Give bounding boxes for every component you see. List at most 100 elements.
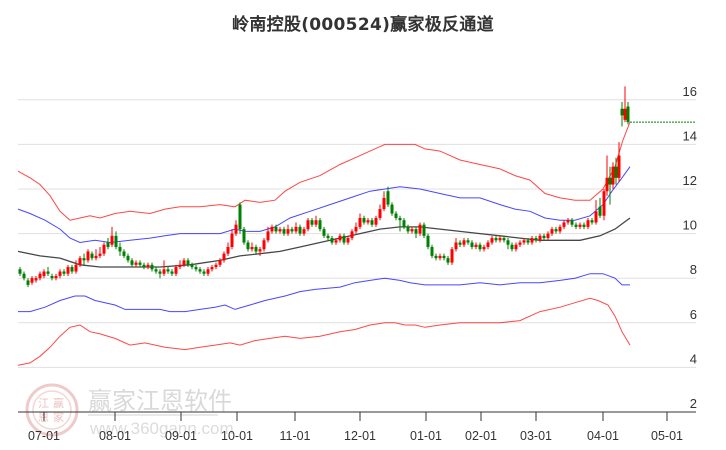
svg-text:赢: 赢 bbox=[53, 396, 64, 410]
candle-up bbox=[550, 229, 554, 234]
candle-up bbox=[382, 197, 386, 210]
candle-down bbox=[406, 226, 410, 232]
candle-down bbox=[342, 235, 346, 243]
candle-up bbox=[162, 269, 166, 274]
candle-up bbox=[286, 229, 290, 234]
candle-up bbox=[530, 238, 534, 243]
candle-up bbox=[262, 240, 266, 250]
x-tick-label: 08-01 bbox=[99, 429, 131, 443]
lower-outer-band bbox=[17, 297, 631, 366]
x-tick-label: 03-01 bbox=[520, 429, 552, 443]
candle-down bbox=[138, 262, 142, 265]
candle-down bbox=[574, 224, 578, 227]
candle-down bbox=[446, 258, 450, 263]
candle-up bbox=[538, 235, 542, 241]
candle-up bbox=[214, 264, 218, 268]
candles bbox=[18, 86, 630, 288]
candle-down bbox=[202, 271, 206, 274]
candle-up bbox=[178, 264, 182, 268]
candle-up bbox=[226, 246, 230, 254]
candle-up bbox=[270, 226, 274, 232]
candle-down bbox=[142, 264, 146, 268]
candle-down bbox=[114, 235, 118, 247]
candle-down bbox=[238, 204, 242, 230]
candle-down bbox=[426, 235, 430, 247]
candle-down bbox=[386, 191, 390, 205]
candle-down bbox=[458, 242, 462, 245]
candle-up bbox=[86, 251, 90, 261]
candle-up bbox=[66, 267, 70, 274]
watermark-url: www.360gann.com bbox=[89, 419, 234, 438]
candle-up bbox=[586, 220, 590, 227]
candle-up bbox=[134, 262, 138, 265]
candle-down bbox=[598, 206, 602, 216]
channel-bands bbox=[17, 121, 631, 366]
candle-up bbox=[74, 264, 78, 272]
candle-down bbox=[70, 267, 74, 272]
candle-down bbox=[494, 238, 498, 241]
candle-down bbox=[194, 267, 198, 270]
x-tick-label: 01-01 bbox=[410, 429, 442, 443]
candle-up bbox=[58, 271, 62, 276]
candle-down bbox=[318, 220, 322, 230]
candle-up bbox=[78, 258, 82, 265]
candle-down bbox=[242, 229, 246, 243]
y-tick-label: 14 bbox=[683, 128, 697, 143]
candle-up bbox=[474, 244, 478, 247]
lower-inner-band bbox=[18, 273, 630, 313]
candle-up bbox=[222, 253, 226, 261]
candle-up bbox=[34, 278, 38, 281]
candle-up bbox=[454, 242, 458, 250]
y-tick-label: 16 bbox=[683, 84, 697, 99]
candle-down bbox=[198, 269, 202, 272]
candle-up bbox=[54, 275, 58, 279]
candle-up bbox=[486, 242, 490, 247]
candle-up bbox=[314, 220, 318, 225]
candle-down bbox=[50, 275, 54, 279]
candle-down bbox=[22, 273, 26, 279]
candle-down bbox=[626, 106, 630, 123]
candle-up bbox=[602, 191, 606, 216]
candle-down bbox=[310, 220, 314, 225]
candle-up bbox=[230, 233, 234, 247]
candle-down bbox=[246, 242, 250, 250]
candle-down bbox=[118, 246, 122, 252]
y-tick-label: 6 bbox=[690, 307, 697, 322]
candle-down bbox=[18, 269, 22, 274]
candle-up bbox=[174, 267, 178, 274]
candle-up bbox=[294, 226, 298, 232]
candle-down bbox=[254, 246, 258, 252]
candle-up bbox=[378, 209, 382, 218]
candle-up bbox=[490, 238, 494, 243]
candle-down bbox=[590, 220, 594, 223]
candle-up bbox=[98, 253, 102, 256]
candle-up bbox=[42, 271, 46, 276]
candle-down bbox=[442, 255, 446, 259]
candle-down bbox=[62, 271, 66, 274]
candle-down bbox=[570, 220, 574, 225]
svg-text:江: 江 bbox=[38, 397, 49, 410]
candle-up bbox=[338, 235, 342, 241]
candle-up bbox=[594, 211, 598, 223]
candle-up bbox=[605, 177, 609, 192]
candle-down bbox=[466, 240, 470, 243]
y-tick-label: 4 bbox=[690, 351, 697, 366]
candle-down bbox=[608, 177, 612, 185]
candle-up bbox=[522, 240, 526, 243]
x-tick-label: 07-01 bbox=[28, 429, 60, 443]
candle-up bbox=[558, 226, 562, 232]
candle-up bbox=[518, 242, 522, 245]
candle-down bbox=[158, 271, 162, 274]
x-tick-label: 10-01 bbox=[221, 429, 253, 443]
candle-up bbox=[94, 255, 98, 259]
candle-down bbox=[370, 220, 374, 225]
candle-up bbox=[218, 260, 222, 265]
middle-line bbox=[17, 217, 631, 268]
candle-down bbox=[166, 269, 170, 272]
watermark-brand: 赢家江恩软件 bbox=[88, 387, 232, 415]
candle-down bbox=[26, 280, 30, 285]
candle-up bbox=[30, 278, 34, 283]
upper-inner-band bbox=[17, 166, 631, 244]
candle-up bbox=[266, 231, 270, 241]
